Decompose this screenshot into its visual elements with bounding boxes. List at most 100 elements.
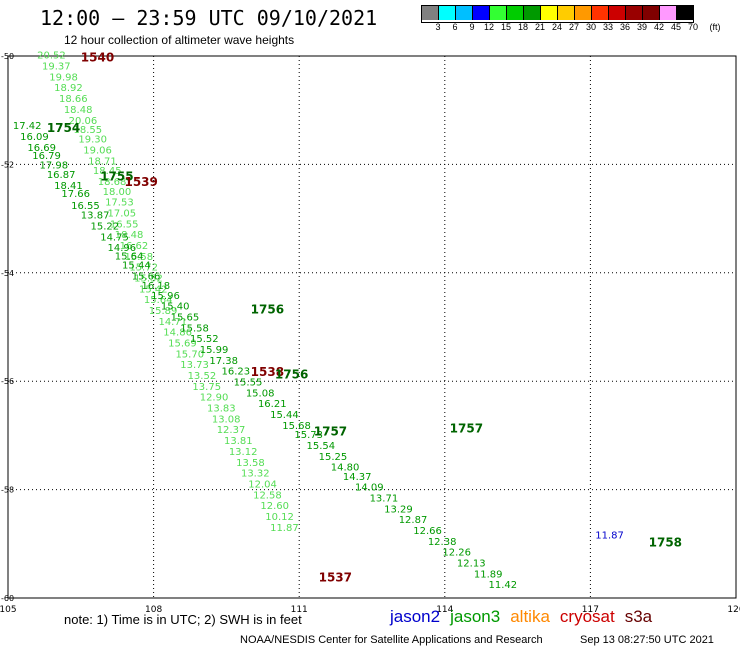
time-label: 1756 bbox=[275, 367, 308, 381]
wave-height-label: 11.87 bbox=[595, 530, 624, 541]
page-subtitle: 12 hour collection of altimeter wave hei… bbox=[64, 33, 295, 47]
wave-height-label: 17.05 bbox=[107, 208, 136, 219]
scale-label: 3 bbox=[435, 22, 441, 32]
wave-height-label: 15.73 bbox=[294, 430, 323, 441]
scale-swatch bbox=[609, 6, 626, 20]
color-scale bbox=[421, 5, 694, 23]
wave-height-label: 14.37 bbox=[343, 472, 372, 483]
wave-height-label: 16.21 bbox=[258, 399, 287, 410]
wave-height-label: 15.42 bbox=[139, 284, 168, 295]
wave-height-label: 14.75 bbox=[100, 232, 129, 243]
wave-height-label: 17.98 bbox=[40, 161, 69, 172]
wave-height-label: 15.64 bbox=[144, 295, 173, 306]
time-label: 1754 bbox=[47, 121, 80, 135]
wave-height-label: 14.80 bbox=[331, 463, 360, 474]
wave-height-label: 17.42 bbox=[13, 121, 42, 132]
wave-height-label: 14.86 bbox=[163, 328, 192, 339]
wave-height-label: 10.12 bbox=[265, 512, 294, 523]
wave-height-label: 20.06 bbox=[69, 116, 98, 127]
y-tick-label: -58 bbox=[1, 486, 14, 495]
legend-item-cryosat: cryosat bbox=[559, 607, 615, 626]
scale-swatch bbox=[541, 6, 558, 20]
x-tick-label: 105 bbox=[0, 605, 17, 615]
scale-label: 42 bbox=[653, 22, 665, 32]
wave-height-label: 20.52 bbox=[37, 51, 66, 62]
scale-label: 18 bbox=[517, 22, 529, 32]
wave-height-label: 15.25 bbox=[319, 452, 348, 463]
scale-label: 33 bbox=[602, 22, 614, 32]
wave-height-label: 15.66 bbox=[132, 271, 161, 282]
plot-frame bbox=[7, 55, 737, 599]
y-tick-label: -52 bbox=[1, 160, 14, 169]
wave-height-label: 16.09 bbox=[20, 132, 49, 143]
wave-height-label: 15.44 bbox=[270, 410, 299, 421]
scale-label: 70 bbox=[687, 22, 699, 32]
scale-unit: (ft) bbox=[709, 22, 721, 32]
scale-label: 45 bbox=[670, 22, 682, 32]
wave-height-label: 15.58 bbox=[124, 252, 153, 263]
wave-height-label: 12.66 bbox=[413, 526, 442, 537]
wave-height-label: 19.98 bbox=[49, 72, 78, 83]
wave-height-label: 15.72 bbox=[129, 263, 158, 274]
wave-height-label: 13.81 bbox=[224, 436, 253, 447]
wave-height-label: 13.52 bbox=[188, 371, 217, 382]
scale-label: 12 bbox=[483, 22, 495, 32]
credit: NOAA/NESDIS Center for Satellite Applica… bbox=[240, 634, 543, 646]
wave-height-label: 15.99 bbox=[200, 345, 229, 356]
wave-height-label: 12.87 bbox=[399, 515, 428, 526]
scale-label: 36 bbox=[619, 22, 631, 32]
wave-height-label: 14.96 bbox=[107, 243, 136, 254]
wave-height-label: 16.62 bbox=[120, 241, 149, 252]
wave-height-label: 15.55 bbox=[234, 378, 263, 389]
wave-height-label: 11.89 bbox=[474, 569, 503, 580]
scale-swatch bbox=[592, 6, 609, 20]
wave-height-label: 13.75 bbox=[192, 382, 221, 393]
scale-label: 15 bbox=[500, 22, 512, 32]
wave-height-label: 12.13 bbox=[457, 559, 486, 570]
wave-height-label: 12.26 bbox=[442, 548, 471, 559]
scale-swatch bbox=[507, 6, 524, 20]
wave-height-label: 15.40 bbox=[161, 302, 190, 313]
wave-height-label: 17.66 bbox=[61, 189, 90, 200]
scale-swatch bbox=[473, 6, 490, 20]
wave-height-label: 15.22 bbox=[91, 221, 120, 232]
y-tick-label: -50 bbox=[1, 52, 14, 61]
time-label: 1539 bbox=[124, 175, 157, 189]
x-tick-label: 108 bbox=[145, 605, 162, 615]
time-label: 1756 bbox=[251, 302, 284, 316]
time-label: 1755 bbox=[100, 170, 133, 184]
scale-swatch bbox=[558, 6, 575, 20]
time-label: 1538 bbox=[251, 365, 284, 379]
time-label: 1758 bbox=[649, 536, 682, 550]
page-title: 12:00 – 23:59 UTC 09/10/2021 bbox=[40, 6, 378, 30]
legend-item-jason2: jason2 bbox=[390, 607, 441, 626]
wave-height-label: 14.09 bbox=[355, 483, 384, 494]
x-tick-label: 111 bbox=[291, 605, 308, 615]
wave-height-label: 15.08 bbox=[246, 388, 275, 399]
time-label: 1537 bbox=[319, 571, 352, 585]
wave-height-label: 11.42 bbox=[488, 580, 517, 591]
wave-height-label: 13.12 bbox=[229, 447, 258, 458]
footer-note: note: 1) Time is in UTC; 2) SWH is in fe… bbox=[64, 612, 302, 627]
wave-height-label: 13.08 bbox=[212, 414, 241, 425]
wave-height-label: 18.66 bbox=[59, 94, 88, 105]
wave-height-label: 13.32 bbox=[241, 469, 270, 480]
scale-swatch bbox=[456, 6, 473, 20]
wave-height-label: 15.68 bbox=[282, 421, 311, 432]
time-label: 1757 bbox=[314, 424, 347, 438]
wave-height-label: 11.87 bbox=[270, 523, 299, 534]
scale-label: 39 bbox=[636, 22, 648, 32]
y-tick-label: -54 bbox=[1, 269, 14, 278]
x-tick-label: 117 bbox=[582, 605, 599, 615]
wave-height-label: 16.23 bbox=[222, 367, 251, 378]
wave-height-label: 15.65 bbox=[171, 312, 200, 323]
wave-height-label: 15.64 bbox=[115, 251, 144, 262]
wave-height-label: 12.37 bbox=[217, 425, 246, 436]
scale-swatch bbox=[677, 6, 693, 20]
y-tick-label: -60 bbox=[1, 594, 14, 603]
wave-height-label: 15.52 bbox=[134, 273, 163, 284]
wave-height-label: 16.87 bbox=[47, 170, 76, 181]
wave-height-label: 18.55 bbox=[74, 125, 103, 136]
wave-height-label: 14.71 bbox=[158, 317, 187, 328]
wave-height-label: 16.79 bbox=[32, 151, 61, 162]
